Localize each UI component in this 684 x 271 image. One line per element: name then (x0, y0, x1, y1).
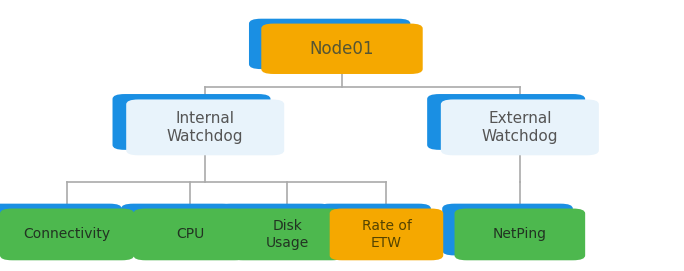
FancyBboxPatch shape (440, 99, 599, 155)
Text: CPU: CPU (176, 227, 205, 241)
FancyBboxPatch shape (317, 204, 431, 255)
FancyBboxPatch shape (427, 94, 585, 150)
Text: Disk
Usage: Disk Usage (265, 219, 309, 250)
Text: Internal
Watchdog: Internal Watchdog (167, 111, 244, 144)
Text: Rate of
ETW: Rate of ETW (362, 219, 411, 250)
FancyBboxPatch shape (249, 19, 410, 69)
FancyBboxPatch shape (133, 209, 247, 260)
FancyBboxPatch shape (442, 204, 573, 255)
FancyBboxPatch shape (121, 204, 235, 255)
FancyBboxPatch shape (231, 209, 344, 260)
Text: Node01: Node01 (310, 40, 374, 58)
FancyBboxPatch shape (126, 99, 285, 155)
FancyBboxPatch shape (0, 209, 134, 260)
FancyBboxPatch shape (112, 94, 270, 150)
FancyBboxPatch shape (454, 209, 585, 260)
FancyBboxPatch shape (261, 24, 423, 74)
Text: NetPing: NetPing (493, 227, 547, 241)
FancyBboxPatch shape (0, 204, 122, 255)
FancyBboxPatch shape (218, 204, 332, 255)
FancyBboxPatch shape (330, 209, 443, 260)
Text: External
Watchdog: External Watchdog (482, 111, 558, 144)
Text: Connectivity: Connectivity (23, 227, 111, 241)
